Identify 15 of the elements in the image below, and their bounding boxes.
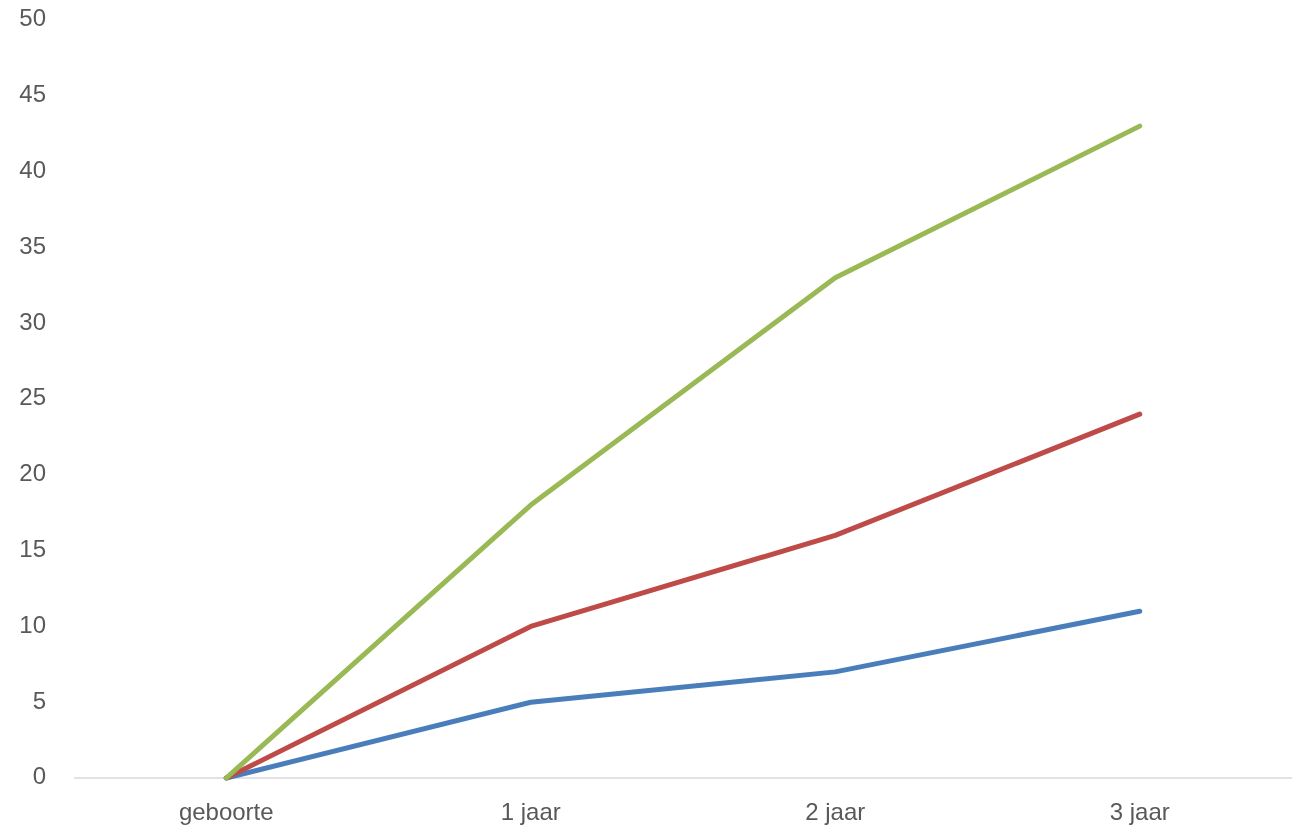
y-tick-label: 50 xyxy=(19,4,46,32)
y-tick-label: 40 xyxy=(19,155,46,183)
y-tick-label: 30 xyxy=(19,307,46,335)
x-tick-label: geboorte xyxy=(178,798,274,825)
y-tick-label: 15 xyxy=(19,534,46,562)
y-tick-label: 45 xyxy=(19,80,46,108)
y-tick-label: 25 xyxy=(19,383,46,411)
y-tick-label: 20 xyxy=(19,459,46,487)
y-tick-label: 5 xyxy=(32,686,46,714)
y-tick-label: 10 xyxy=(19,610,46,638)
x-tick-label: 3 jaar xyxy=(1109,798,1170,825)
x-tick-label: 1 jaar xyxy=(500,798,561,825)
y-tick-label: 0 xyxy=(32,762,46,790)
x-tick-label: 2 jaar xyxy=(805,798,866,825)
y-tick-label: 35 xyxy=(19,231,46,259)
